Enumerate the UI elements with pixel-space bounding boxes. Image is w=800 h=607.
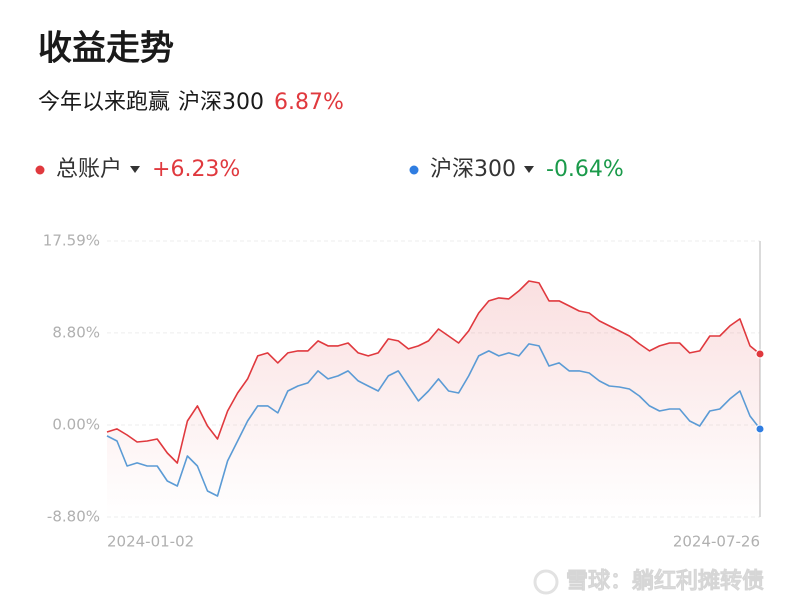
legend-dropdown[interactable] <box>130 166 141 173</box>
watermark-text: 雪球：躺红利摊转债 <box>566 568 764 594</box>
y-tick-label: 8.80% <box>52 323 100 341</box>
legend-dot <box>35 165 45 175</box>
end-point <box>755 349 765 359</box>
title: 收益走势 <box>38 29 174 69</box>
legend-change: +6.23% <box>152 157 240 182</box>
line <box>106 280 761 464</box>
legend-label[interactable]: 总账户 <box>56 157 122 182</box>
x-tick-label: 2024-01-02 <box>107 533 194 551</box>
legend-dot <box>409 165 419 175</box>
legend: 总账户 +6.23% 沪深300 -0.64% <box>35 157 624 182</box>
excess: 6.87% <box>274 90 344 115</box>
x-tick-label: 2024-07-26 <box>673 533 760 551</box>
subtitle-text: 今年以来跑赢 <box>38 90 170 115</box>
end-point <box>755 424 765 434</box>
watermark-logo <box>533 569 559 595</box>
subtitle: 今年以来跑赢 沪深300 6.87% <box>38 90 344 115</box>
legend-dropdown[interactable] <box>524 166 534 173</box>
y-tick-label: 17.59% <box>43 232 100 250</box>
y-tick-label: -8.80% <box>47 508 100 526</box>
line <box>106 343 761 497</box>
legend-change: -0.64% <box>546 157 624 182</box>
plot: 17.59% 8.80% 0.00% -8.80% 2024-01-02 2024-07-… <box>43 232 765 551</box>
watermark: 雪球：躺红利摊转债 <box>533 568 764 595</box>
benchmark: 沪深300 <box>178 90 264 115</box>
area <box>107 281 760 517</box>
legend-label[interactable]: 沪深300 <box>430 157 516 182</box>
y-tick-label: 0.00% <box>52 415 100 433</box>
